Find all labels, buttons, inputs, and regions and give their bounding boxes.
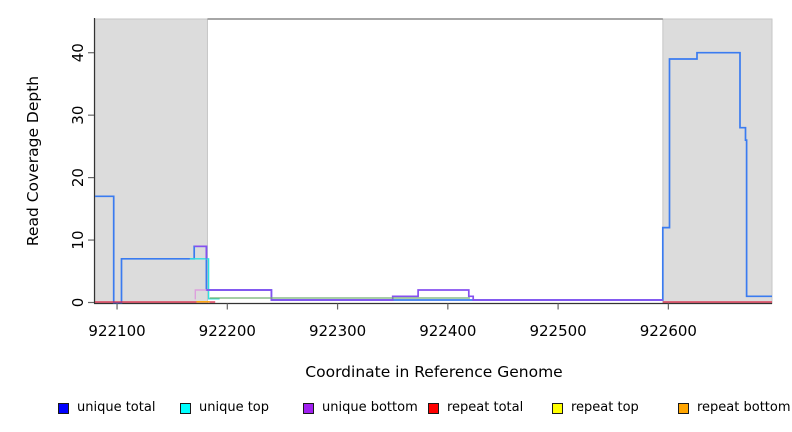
- plot-frame-layer: [93, 18, 772, 305]
- coverage-chart: 922100 922200 922300 922400 922500 922600 0 10 2…: [24, 18, 773, 381]
- y-tick-label: 20: [69, 168, 87, 187]
- legend-swatch-icon: [58, 402, 69, 414]
- series-unique-bottom: [194, 245, 208, 259]
- legend-swatch-icon: [180, 402, 191, 414]
- shaded-regions-layer: [94, 18, 773, 304]
- legend-label: repeat top: [571, 400, 639, 415]
- y-axis-title: Read Coverage Depth: [24, 76, 42, 246]
- series-lines-layer: [95, 51, 772, 304]
- shaded-region: [662, 18, 773, 304]
- series-unique-total: [95, 51, 772, 304]
- legend: unique total unique top unique bottom repea…: [0, 399, 792, 421]
- x-tick-label: 922200: [199, 322, 256, 340]
- legend-item-repeat-total: repeat total: [428, 399, 523, 417]
- legend-swatch-icon: [552, 402, 563, 414]
- x-axis-title: Coordinate in Reference Genome: [305, 363, 562, 381]
- x-tick-label: 922100: [88, 322, 145, 340]
- legend-item-unique-bottom: unique bottom: [303, 399, 418, 417]
- x-tick-label: 922600: [640, 322, 697, 340]
- y-tick-label: 0: [69, 298, 87, 308]
- legend-label: repeat bottom: [697, 400, 791, 415]
- legend-swatch-icon: [428, 402, 439, 414]
- legend-item-repeat-top: repeat top: [552, 399, 639, 417]
- x-tick-label: 922500: [529, 322, 586, 340]
- legend-label: unique total: [77, 400, 156, 415]
- y-tick-label: 40: [69, 43, 87, 62]
- y-tick-label: 30: [69, 106, 87, 125]
- legend-label: repeat total: [447, 400, 524, 415]
- legend-swatch-icon: [303, 402, 314, 414]
- series-unique-top: [189, 258, 220, 300]
- y-tick-label: 10: [69, 231, 87, 250]
- legend-label: unique top: [199, 400, 270, 415]
- legend-label: unique bottom: [322, 400, 418, 415]
- shaded-region: [94, 18, 208, 304]
- legend-item-repeat-bottom: repeat bottom: [678, 399, 791, 417]
- axis-ticks-layer: 922100 922200 922300 922400 922500 922600 0 10 2…: [69, 43, 697, 340]
- legend-item-unique-total: unique total: [58, 399, 155, 417]
- series-unique-bottom-light-edge-: [194, 289, 207, 300]
- legend-item-unique-top: unique top: [180, 399, 269, 417]
- legend-swatch-icon: [678, 402, 689, 414]
- x-tick-label: 922300: [309, 322, 366, 340]
- x-tick-label: 922400: [419, 322, 476, 340]
